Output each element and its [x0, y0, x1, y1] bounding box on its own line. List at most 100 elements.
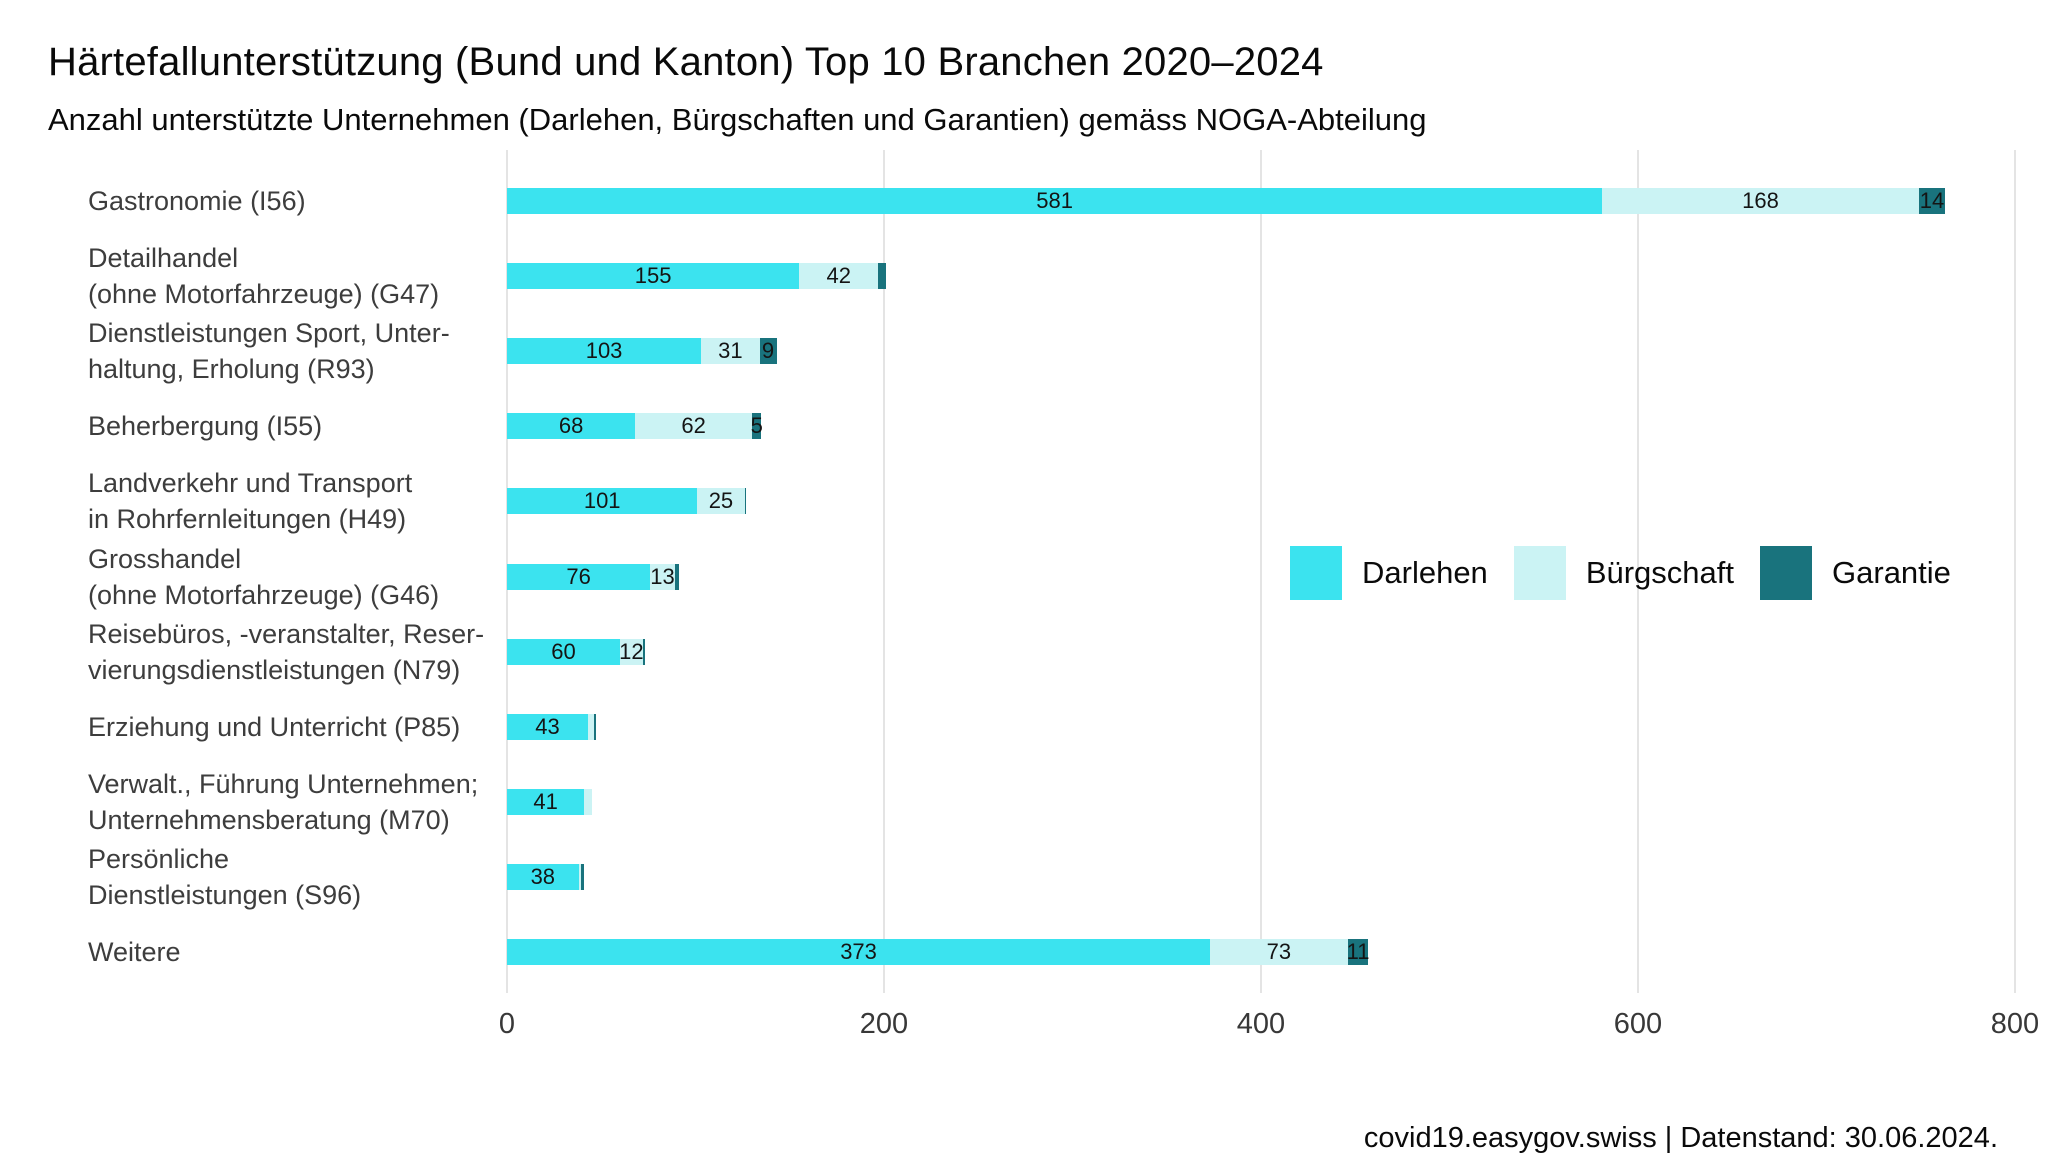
category-label-pers-nliche-dienstleistungen-s: Persönliche Dienstleistungen (S96): [88, 841, 361, 913]
bar-segment-garantie: [580, 863, 585, 890]
legend-key-b-rgschaft-swatch: [1513, 546, 1566, 600]
bar-segment-garantie: 14: [1918, 188, 1946, 214]
bar-segment-darlehen: 76: [507, 563, 651, 590]
value-label: 62: [681, 413, 706, 439]
category-label-grosshandel-ohne-motorfahrzeuge-g: Grosshandel (ohne Motorfahrzeuge) (G46): [88, 541, 439, 613]
value-label: 76: [566, 563, 591, 589]
bar-row-dienstleistungen-sport-unter: 103 31 9: [507, 338, 2015, 365]
bar-segment-garantie: [642, 638, 645, 665]
value-label: 38: [530, 863, 556, 889]
bar-segment-darlehen: 68: [507, 413, 636, 440]
bar-row-landverkehr-und-transport: 101 25: [507, 488, 2015, 515]
x-tick-label-400: 400: [1236, 1008, 1286, 1040]
gridline-x-200: [883, 150, 885, 993]
bar-segment-b-rgschaft: 73: [1210, 939, 1348, 965]
value-label: 12: [619, 638, 644, 664]
bar-row-pers-nliche: 38: [507, 863, 2015, 890]
legend-label-darlehen: Darlehen: [1362, 555, 1488, 590]
category-label-dienstleistungen-sport-unter-haltung-erholung-r: Dienstleistungen Sport, Unter-haltung, E…: [88, 315, 450, 387]
x-tick-label-800: 800: [1990, 1008, 2040, 1040]
bar-segment-b-rgschaft: [578, 863, 581, 890]
value-label: 9: [761, 338, 775, 364]
legend-label-garantie: Garantie: [1832, 555, 1951, 590]
legend-item-garantie: Garantie: [1760, 546, 1951, 600]
bar-row-erziehung-und-unterricht-p: 43: [507, 713, 2015, 740]
gridline-x-800: [2014, 150, 2016, 993]
value-label: 11: [1346, 939, 1370, 964]
bar-row-reiseb-ros-veranstalter-reser: 60 12: [507, 638, 2015, 665]
category-label-line: Grosshandel: [88, 543, 242, 574]
category-label-line: Detailhandel: [88, 243, 239, 274]
bar-segment-b-rgschaft: 25: [697, 488, 745, 515]
category-label-detailhandel-ohne-motorfahrzeuge-g: Detailhandel (ohne Motorfahrzeuge) (G47): [88, 240, 439, 312]
value-label: 42: [826, 263, 851, 289]
category-label-line: (ohne Motorfahrzeuge) (G46): [88, 579, 440, 610]
bar-segment-darlehen: 373: [507, 939, 1211, 965]
category-label-line: Beherbergung (I55): [88, 411, 323, 442]
category-label-line: Persönliche: [88, 843, 230, 874]
bar-row-weitere: 373 73 11: [507, 939, 2015, 965]
value-label: 5: [750, 413, 763, 439]
bar-segment-darlehen: 41: [507, 788, 585, 815]
category-label-line: in Rohrfernleitungen (H49): [88, 504, 407, 535]
category-label-gastronomie-i: Gastronomie (I56): [88, 183, 306, 219]
legend-key-darlehen-swatch: [1290, 546, 1342, 600]
category-label-line: (ohne Motorfahrzeuge) (G47): [88, 279, 440, 310]
bar-segment-b-rgschaft: [584, 788, 592, 815]
bar-row-detailhandel: 155 42: [507, 263, 2015, 290]
category-label-line: Reisebüros, -veranstalter, Reser-: [88, 618, 485, 649]
value-label: 68: [558, 413, 584, 439]
value-label: 13: [650, 563, 675, 589]
category-label-line: haltung, Erholung (R93): [88, 354, 375, 385]
category-label-reiseb-ros-veranstalter-reser-vierungsdienstleistungen-n: Reisebüros, -veranstalter, Reser-vierung…: [88, 616, 484, 688]
bar-segment-b-rgschaft: 13: [650, 563, 675, 590]
value-label: 101: [583, 488, 621, 514]
chart-subtitle: Anzahl unterstützte Unternehmen (Darlehe…: [48, 102, 1427, 137]
category-label-line: Verwalt., Führung Unternehmen;: [88, 768, 479, 799]
value-label: 373: [840, 939, 877, 964]
legend-item-darlehen: Darlehen: [1290, 546, 1488, 600]
gridline-x-400: [1260, 150, 1262, 993]
value-label: 581: [1036, 188, 1073, 213]
chart-title: Härtefallunterstützung (Bund und Kanton)…: [48, 40, 1324, 84]
bar-segment-garantie: [593, 713, 596, 740]
legend-label-b-rgschaft: Bürgschaft: [1585, 555, 1735, 590]
bar-segment-garantie: 11: [1346, 939, 1370, 965]
bar-segment-garantie: 5: [750, 413, 763, 440]
category-label-line: Dienstleistungen Sport, Unter-: [88, 318, 450, 349]
category-label-line: Dienstleistungen (S96): [88, 879, 362, 910]
value-label: 41: [533, 788, 558, 814]
bar-segment-b-rgschaft: 31: [701, 338, 760, 365]
legend-key-garantie-swatch: [1760, 546, 1813, 600]
legend-item-b-rgschaft: Bürgschaft: [1513, 546, 1735, 600]
value-label: 103: [585, 338, 623, 364]
bar-segment-garantie: [878, 263, 886, 290]
footer-note: covid19.easygov.swiss | Datenstand: 30.0…: [1363, 1122, 1998, 1154]
bar-segment-b-rgschaft: 168: [1602, 188, 1919, 214]
bar-segment-garantie: 9: [759, 338, 777, 365]
bar-segment-darlehen: 60: [507, 638, 621, 665]
category-label-line: Landverkehr und Transport: [88, 468, 413, 499]
value-label: 14: [1919, 188, 1945, 213]
gridline-x-600: [1637, 150, 1639, 993]
value-label: 60: [551, 638, 576, 664]
legend: Darlehen Bürgschaft Garantie: [1290, 546, 1951, 600]
bar-segment-b-rgschaft: 62: [635, 413, 753, 440]
category-label-line: Erziehung und Unterricht (P85): [88, 711, 461, 742]
bar-row-beherbergung-i: 68 62 5: [507, 413, 2015, 440]
x-tick-label-0: 0: [498, 1008, 516, 1040]
category-label-line: vierungsdienstleistungen (N79): [88, 654, 461, 685]
value-label: 155: [634, 263, 672, 289]
bar-segment-b-rgschaft: 42: [799, 263, 879, 290]
value-label: 168: [1742, 188, 1779, 213]
x-tick-label-600: 600: [1613, 1008, 1663, 1040]
category-label-landverkehr-und-transport-in-rohrfernleitungen-h: Landverkehr und Transport in Rohrfernleit…: [88, 465, 412, 537]
category-label-line: Weitere: [88, 937, 181, 967]
bar-row-verwalt-f-hrung-unternehmen: 41: [507, 788, 2015, 815]
bar-segment-darlehen: 155: [507, 263, 800, 290]
value-label: 73: [1266, 939, 1292, 964]
bar-segment-garantie: [744, 488, 747, 515]
category-label-erziehung-und-unterricht-p: Erziehung und Unterricht (P85): [88, 709, 460, 745]
